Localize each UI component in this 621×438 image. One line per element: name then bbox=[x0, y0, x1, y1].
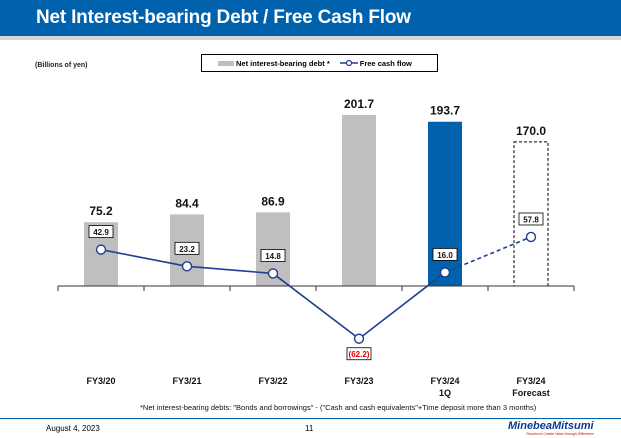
footer-date: August 4, 2023 bbox=[46, 424, 100, 433]
fcf-label-box bbox=[432, 248, 458, 261]
fcf-line-segment bbox=[444, 236, 532, 274]
logo-tagline: Passion to Create Value through Differen… bbox=[526, 432, 594, 436]
x-tick-label: FY3/23 bbox=[344, 376, 373, 386]
company-logo: MinebeaMitsumi Passion to Create Value t… bbox=[508, 420, 594, 436]
fcf-line-segment bbox=[100, 248, 188, 268]
fcf-point bbox=[95, 244, 107, 255]
fcf-point bbox=[267, 268, 279, 279]
x-tick-label: FY3/22 bbox=[258, 376, 287, 386]
legend: Net interest-bearing debt * Free cash fl… bbox=[201, 54, 438, 72]
fcf-label-box bbox=[518, 212, 544, 226]
footnote: *Net interest-bearing debts: "Bonds and … bbox=[140, 403, 537, 412]
bar-value-label: 193.7 bbox=[430, 104, 460, 118]
page-number: 11 bbox=[305, 424, 314, 433]
bar-value-label: 170.0 bbox=[516, 124, 546, 138]
fcf-label-box bbox=[260, 249, 286, 262]
legend-swatch-debt bbox=[218, 60, 234, 66]
x-tick-label: 1Q bbox=[439, 388, 451, 398]
title-underline bbox=[0, 36, 621, 40]
fcf-value-label: 16.0 bbox=[437, 251, 453, 260]
legend-label-fcf: Free cash flow bbox=[359, 58, 412, 68]
logo-text: MinebeaMitsumi bbox=[508, 420, 594, 432]
page-title: Net Interest-bearing Debt / Free Cash Fl… bbox=[36, 7, 411, 28]
fcf-label-box bbox=[88, 225, 114, 239]
bar-value-label: 75.2 bbox=[89, 204, 113, 218]
bar-debt bbox=[342, 114, 376, 286]
fcf-point bbox=[353, 333, 365, 344]
bar-value-label: 86.9 bbox=[261, 194, 285, 208]
title-bar bbox=[0, 0, 621, 36]
x-tick-label: Forecast bbox=[512, 388, 550, 398]
fcf-point bbox=[439, 267, 451, 278]
fcf-value-label: 57.8 bbox=[523, 215, 539, 224]
footer-rule bbox=[0, 418, 621, 419]
legend-swatch-fcf bbox=[339, 59, 358, 67]
fcf-line-segment bbox=[358, 271, 446, 340]
fcf-point bbox=[181, 261, 193, 272]
fcf-label-box bbox=[174, 241, 200, 255]
fcf-label-box bbox=[346, 347, 372, 361]
fcf-line-segment bbox=[272, 272, 360, 340]
fcf-value-label: (62.2) bbox=[349, 350, 370, 359]
x-tick-label: FY3/24 bbox=[516, 376, 545, 386]
chart: 75.2 84.4 86.9 201.7 193.7 170.0 FY3/20 FY3/21 F… bbox=[57, 97, 575, 398]
fcf-value-label: 42.9 bbox=[93, 228, 109, 237]
legend-label-debt: Net interest-bearing debt * bbox=[236, 58, 330, 68]
x-tick-label: FY3/20 bbox=[86, 376, 115, 386]
bar-value-label: 84.4 bbox=[175, 196, 199, 210]
fcf-point bbox=[525, 231, 537, 243]
x-tick-label: FY3/24 bbox=[430, 376, 459, 386]
x-tick-label: FY3/21 bbox=[172, 376, 201, 386]
fcf-line-segment bbox=[186, 265, 274, 275]
bar-debt bbox=[428, 121, 462, 286]
units-label: (Billions of yen) bbox=[35, 62, 88, 69]
fcf-value-label: 14.8 bbox=[265, 252, 281, 261]
bar-value-label: 201.7 bbox=[344, 97, 374, 111]
fcf-value-label: 23.2 bbox=[179, 245, 195, 254]
